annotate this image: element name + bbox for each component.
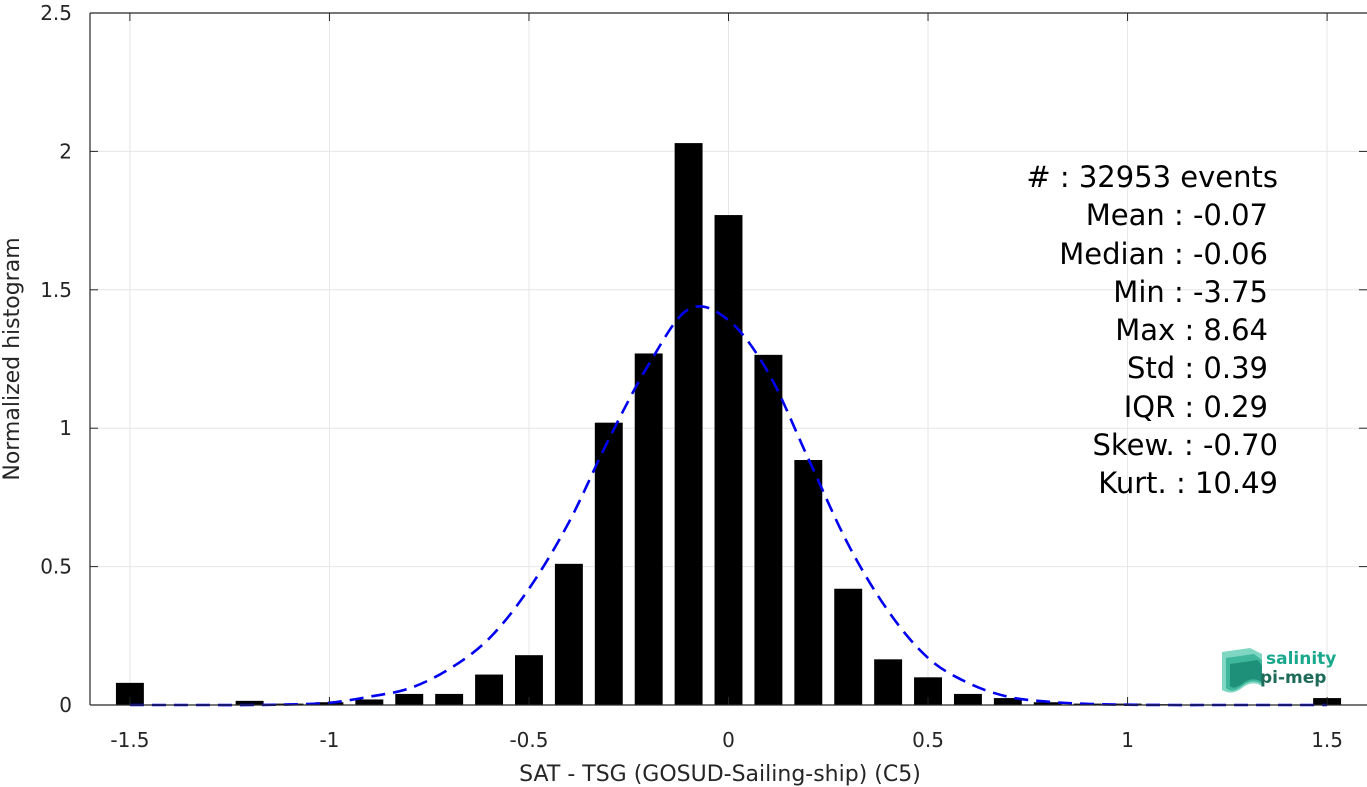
- x-axis-label: SAT - TSG (GOSUD-Sailing-ship) (C5): [519, 762, 921, 787]
- logo-line2: pi-mep: [1260, 668, 1327, 688]
- bars: [115, 143, 1342, 705]
- y-tick-label: 2: [59, 139, 72, 163]
- x-tick-label: 1: [1121, 728, 1134, 752]
- y-axis-label: Normalized histogram: [0, 237, 25, 480]
- histogram-bar: [475, 674, 504, 705]
- histogram-bar: [235, 700, 264, 705]
- histogram-bar: [435, 693, 464, 705]
- y-tick-label: 1: [59, 416, 72, 440]
- histogram-bar: [395, 693, 424, 705]
- wave-logo-icon: [1222, 648, 1262, 693]
- histogram-bar: [953, 693, 982, 705]
- x-tick-label: 1.5: [1311, 728, 1343, 752]
- histogram-bar: [874, 659, 903, 705]
- histogram-bar: [993, 698, 1022, 705]
- x-tick-label: 0.5: [912, 728, 944, 752]
- x-tick-label: 0: [722, 728, 735, 752]
- histogram-bar: [834, 588, 863, 705]
- stat-mean: Mean : -0.07: [1085, 198, 1268, 233]
- histogram-bar: [634, 353, 663, 705]
- x-axis-ticks: -1.5 -1 -0.5 0 0.5 1 1.5: [110, 13, 1343, 752]
- y-tick-label: 0.5: [40, 555, 72, 579]
- histogram-bar: [754, 354, 783, 705]
- stat-kurtosis: Kurt. : 10.49: [1098, 466, 1278, 501]
- salinity-pi-mep-logo: salinity pi-mep: [1216, 646, 1346, 696]
- logo-line1: salinity: [1266, 649, 1337, 669]
- histogram-bar: [515, 655, 543, 705]
- histogram-bar: [714, 215, 743, 705]
- x-tick-label: -0.5: [509, 728, 548, 752]
- stat-iqr: IQR : 0.29: [1123, 389, 1268, 424]
- y-tick-label: 2.5: [40, 1, 72, 25]
- histogram-bar: [594, 422, 623, 705]
- x-tick-label: -1: [319, 728, 339, 752]
- stat-min: Min : -3.75: [1113, 274, 1268, 309]
- logo-text: salinity pi-mep: [1260, 649, 1337, 688]
- histogram-bar: [554, 563, 583, 705]
- histogram-bar: [1033, 702, 1062, 705]
- y-tick-label: 1.5: [40, 278, 72, 302]
- stat-events: # : 32953 events: [1026, 160, 1278, 194]
- histogram-bar: [355, 699, 384, 705]
- y-tick-label: 0: [59, 693, 72, 717]
- histogram-bar: [794, 460, 823, 705]
- stat-max: Max : 8.64: [1115, 313, 1268, 348]
- histogram-bar: [674, 143, 703, 705]
- x-tick-label: -1.5: [110, 728, 149, 752]
- stat-std: Std : 0.39: [1127, 351, 1268, 386]
- gaussian-fit-curve: [129, 305, 1328, 707]
- stat-skewness: Skew. : -0.70: [1092, 428, 1278, 463]
- stat-median: Median : -0.06: [1059, 236, 1268, 271]
- histogram-bar: [115, 682, 144, 705]
- y-axis-ticks: 0 0.5 1 1.5 2 2.5: [40, 1, 1367, 717]
- statistics-box: # : 32953 events Mean : -0.07 Median : -…: [900, 158, 1280, 503]
